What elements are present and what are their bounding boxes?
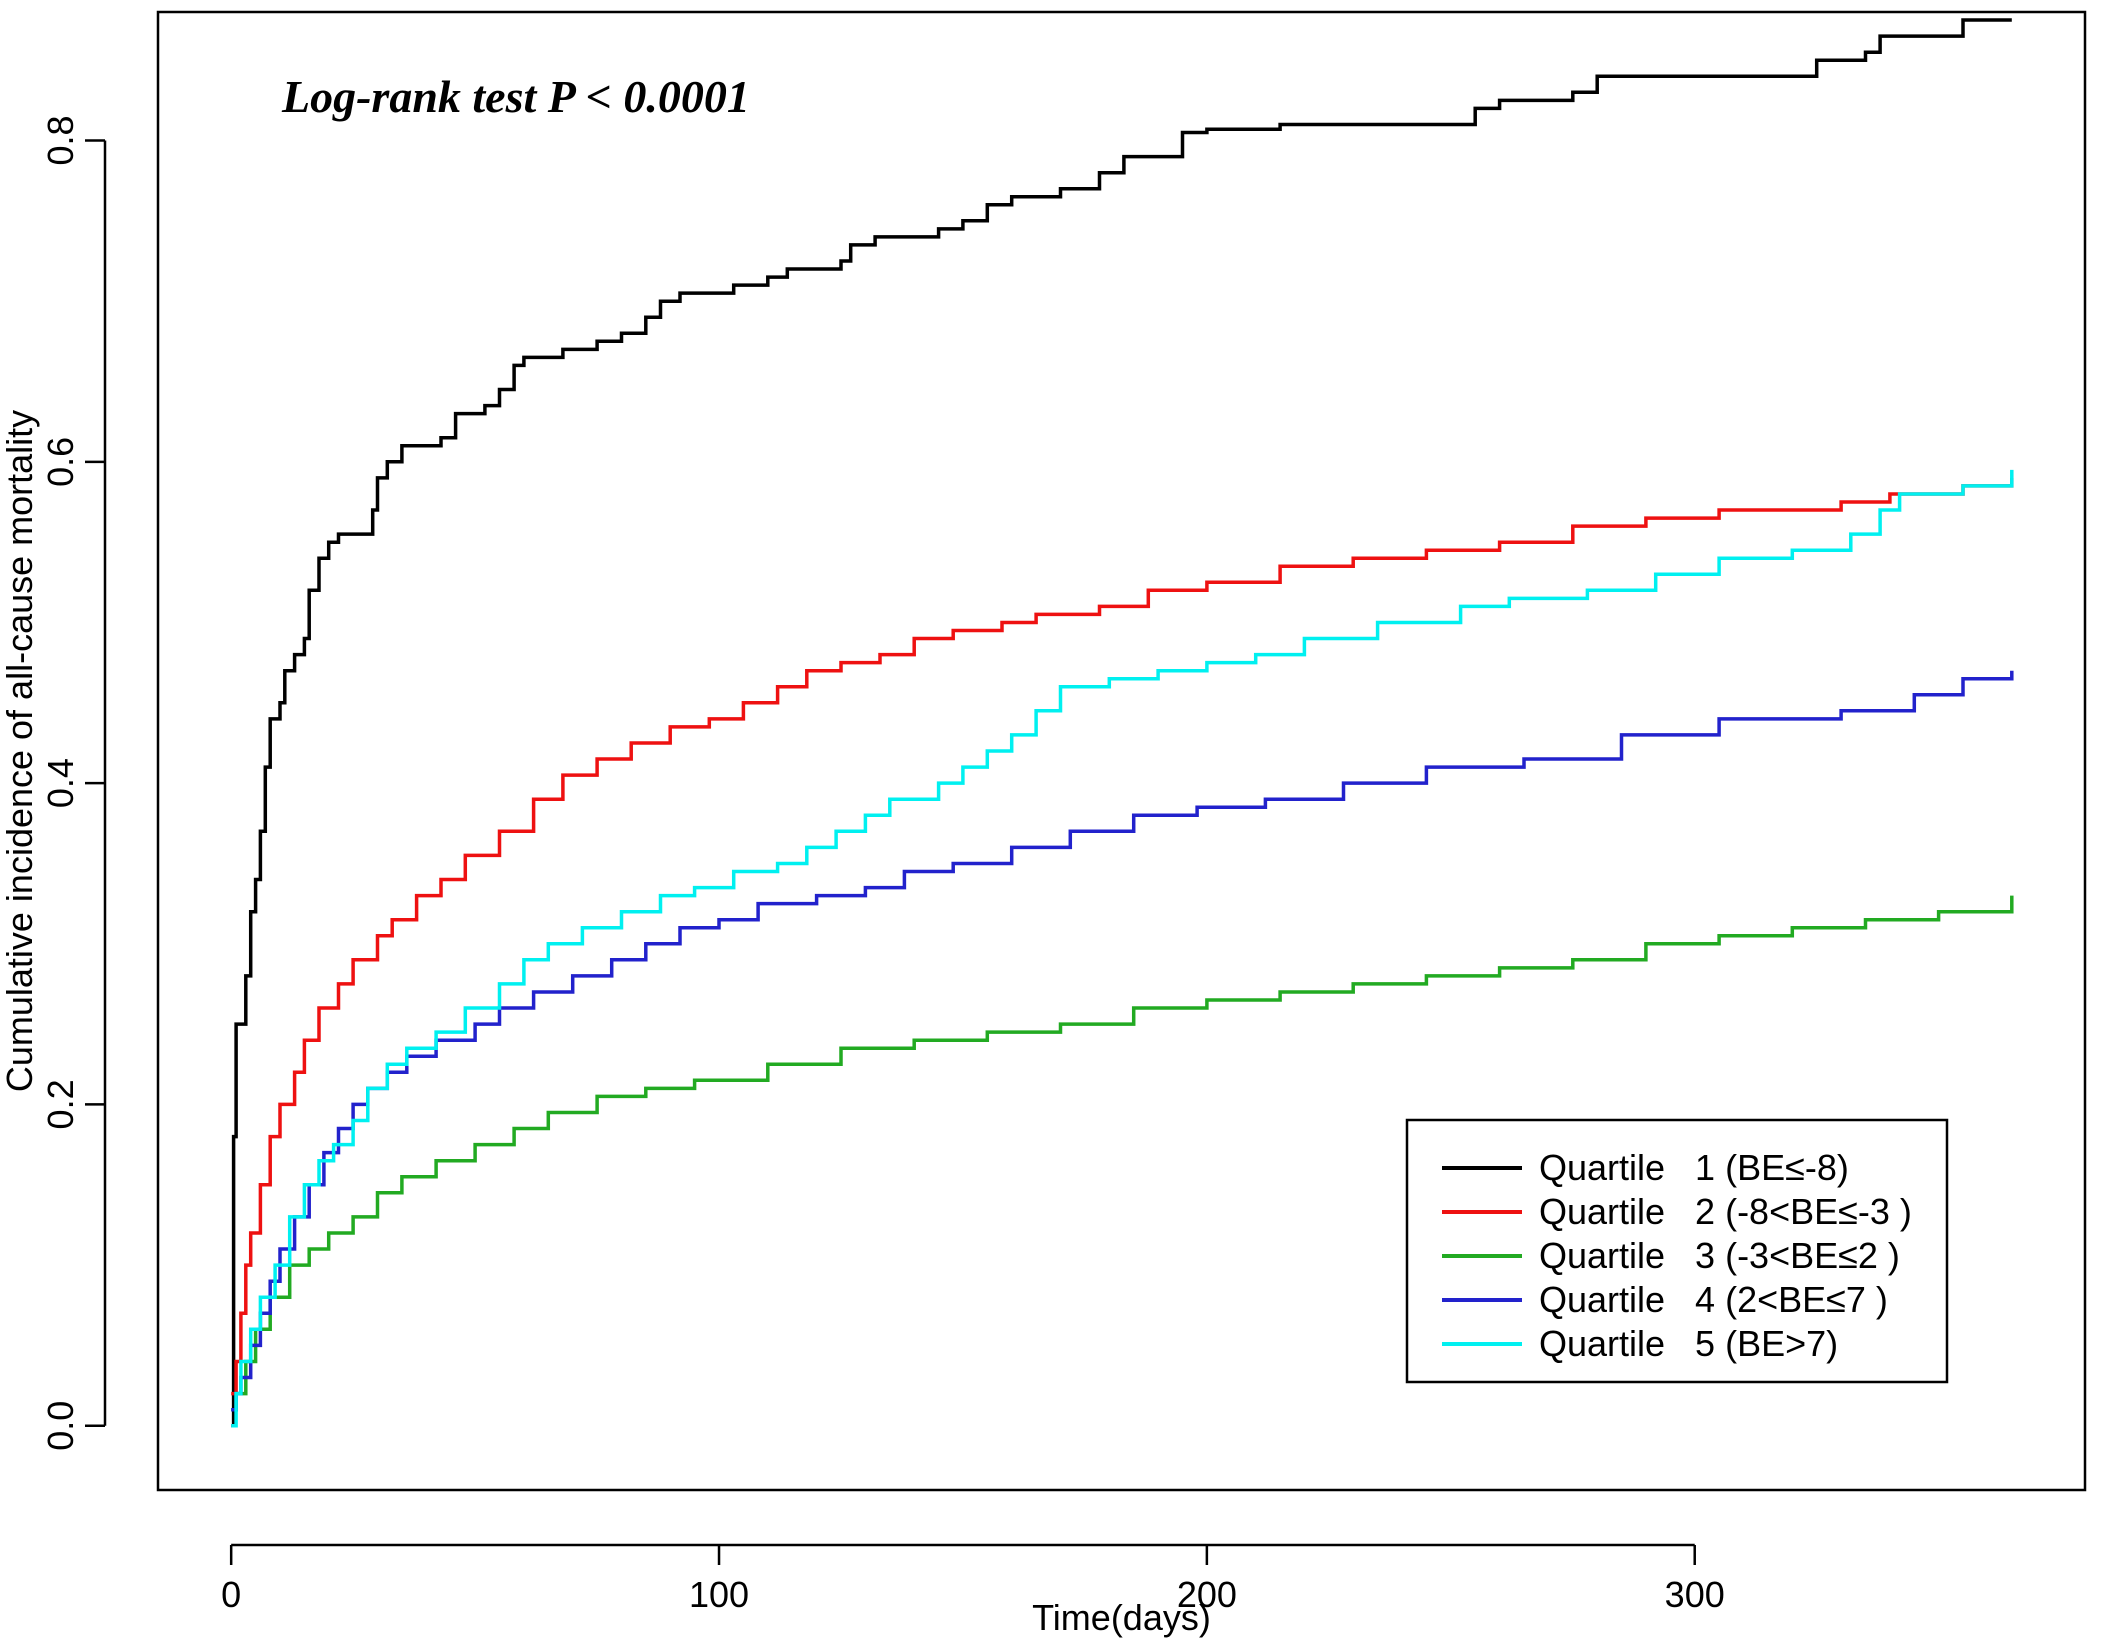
- y-tick-label: 0.8: [40, 115, 81, 165]
- x-axis-title: Time(days): [1032, 1597, 1211, 1638]
- x-tick-label: 300: [1665, 1574, 1725, 1615]
- x-tick-label: 100: [689, 1574, 749, 1615]
- y-axis-title: Cumulative incidence of all-cause mortal…: [0, 410, 40, 1092]
- series-line-1: [231, 18, 2012, 1428]
- series-line-2: [231, 477, 2014, 1396]
- legend-label-5: Quartile 5 (BE>7): [1539, 1323, 1838, 1364]
- legend-box: [1405, 1118, 1949, 1384]
- series-line-3: [231, 895, 2014, 1412]
- y-tick-label: 0.0: [40, 1401, 81, 1451]
- y-tick-label: 0.2: [40, 1079, 81, 1129]
- legend-label-1: Quartile 1 (BE≤-8): [1539, 1147, 1849, 1188]
- legend-label-2: Quartile 2 (-8<BE≤-3 ): [1539, 1191, 1912, 1232]
- series-line-5: [231, 469, 2014, 1428]
- y-tick-label: 0.6: [40, 437, 81, 487]
- log-rank-annotation: Log-rank test P < 0.0001: [281, 71, 750, 122]
- legend-label-4: Quartile 4 (2<BE≤7 ): [1539, 1279, 1888, 1320]
- x-tick-label: 200: [1177, 1574, 1237, 1615]
- plot-frame: [156, 10, 2087, 1492]
- y-tick-label: 0.4: [40, 758, 81, 808]
- legend: Quartile 1 (BE≤-8)Quartile 2 (-8<BE≤-3 )…: [1405, 1118, 1949, 1384]
- axes-layer: 0 100 200 300 0.0 0.2 0.4 0.6 0.8: [40, 115, 1725, 1615]
- series-layer: [231, 18, 2014, 1428]
- x-tick-label: 0: [221, 1574, 241, 1615]
- legend-label-3: Quartile 3 (-3<BE≤2 ): [1539, 1235, 1900, 1276]
